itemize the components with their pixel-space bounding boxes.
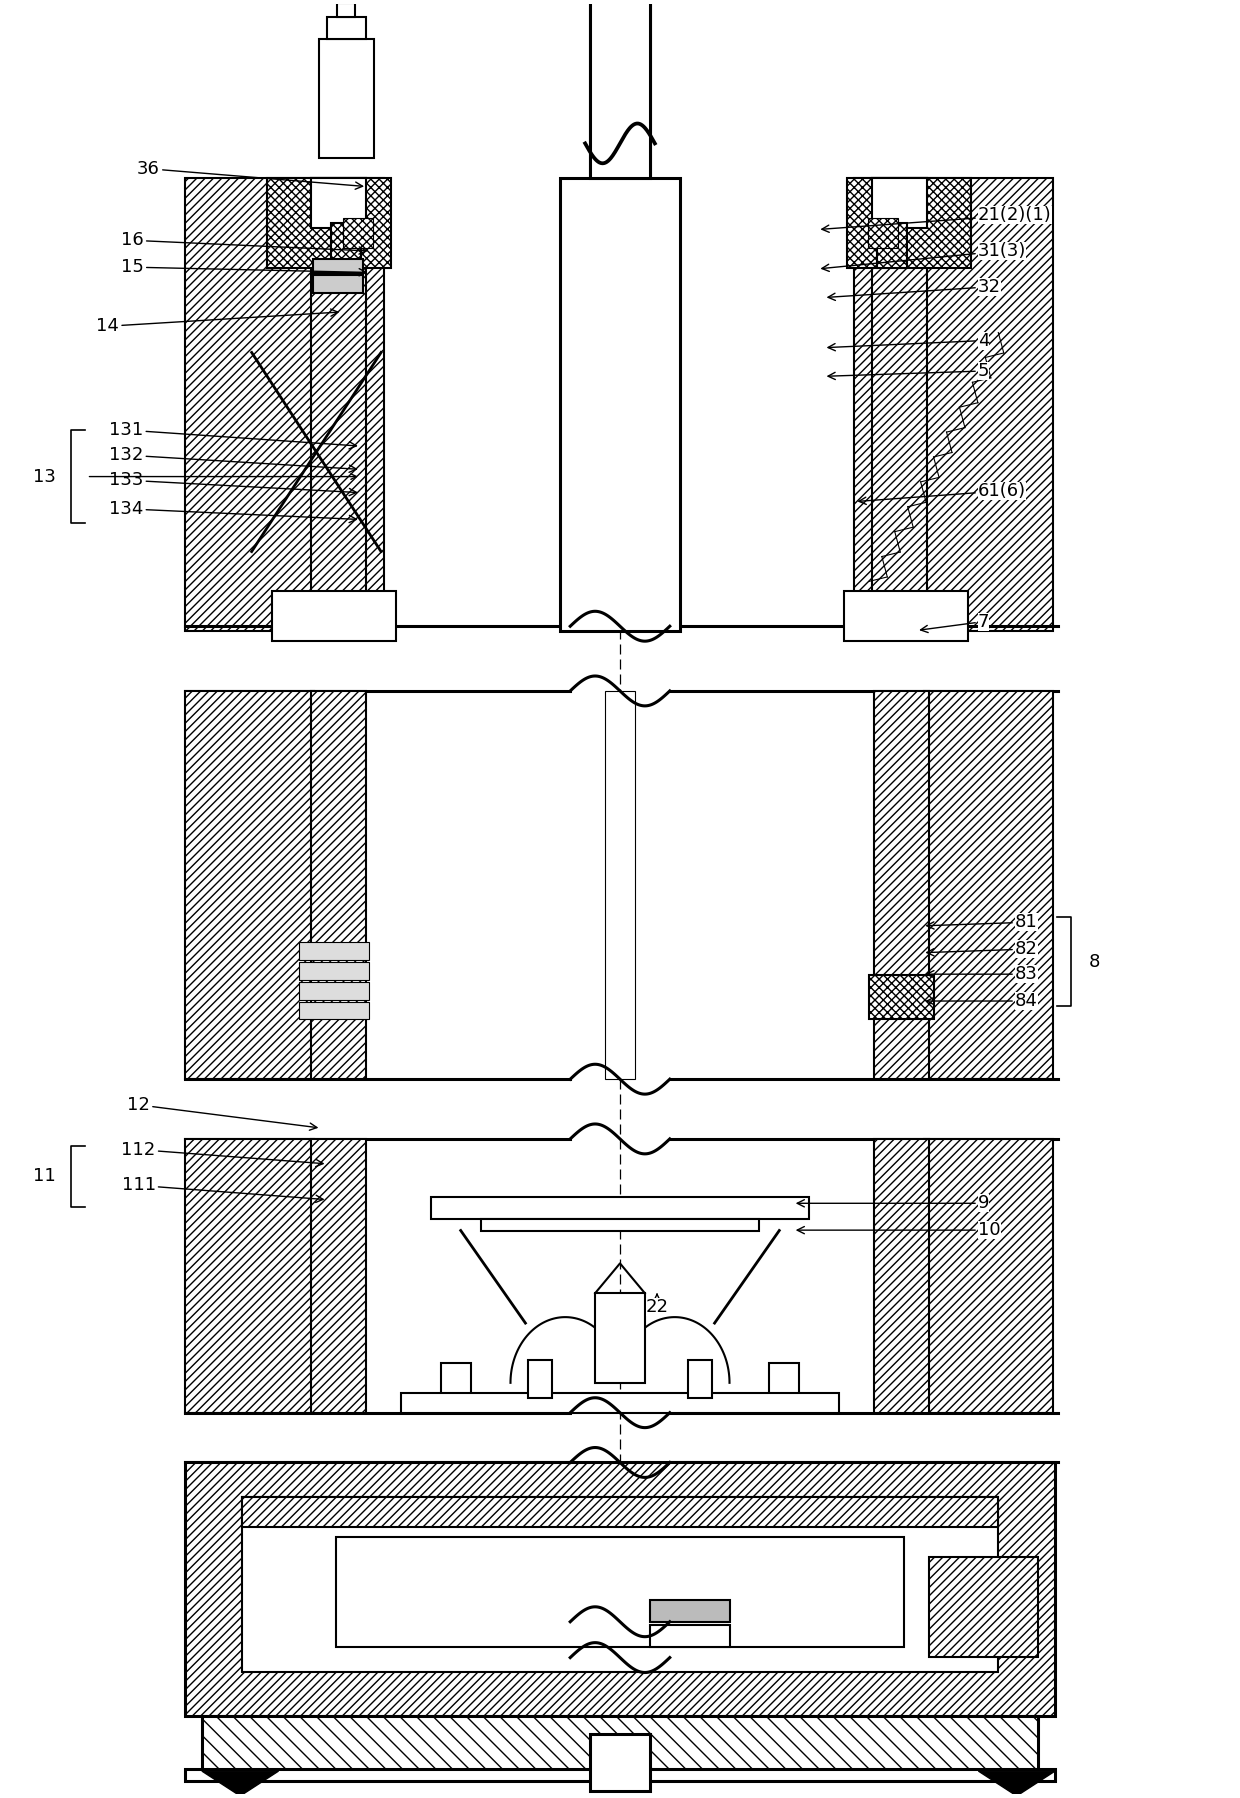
Bar [337,4,355,16]
Bar [528,1359,552,1397]
Bar [872,178,926,228]
Polygon shape [978,1771,1055,1796]
Bar [185,690,315,1079]
Bar [267,178,391,268]
Bar [868,218,898,248]
Text: 9: 9 [797,1194,990,1212]
Bar [650,1600,729,1622]
Bar [929,1557,1038,1656]
Bar [590,1735,650,1791]
Bar [924,1138,1053,1413]
Text: 61(6): 61(6) [859,482,1027,505]
Text: 11: 11 [33,1167,56,1185]
Bar [560,178,680,631]
Text: 10: 10 [797,1221,1001,1239]
Text: 36: 36 [136,160,362,189]
Text: 132: 132 [109,446,356,473]
Bar [314,259,363,273]
Bar [595,1293,645,1383]
Text: 31(3): 31(3) [822,243,1027,271]
Text: 14: 14 [97,309,339,334]
Text: 4: 4 [828,331,990,351]
Bar [242,1498,998,1527]
Bar [343,218,373,248]
Text: 131: 131 [109,421,356,450]
Bar [311,1138,366,1413]
Text: 13: 13 [33,467,56,485]
Bar [847,178,971,268]
Text: 133: 133 [109,471,356,496]
Bar [299,942,370,960]
Text: 81: 81 [926,913,1038,931]
Bar [688,1359,712,1397]
Bar [272,592,396,642]
Bar [311,690,366,1079]
Bar [877,223,906,268]
Bar [185,1462,1055,1717]
Bar [869,975,934,1019]
Bar [650,1625,729,1647]
Text: 22: 22 [646,1295,668,1316]
Text: 16: 16 [122,232,366,254]
Bar [440,1363,471,1397]
Bar [874,1138,929,1413]
Bar [590,2,650,182]
Bar [320,40,374,158]
Bar [299,962,370,980]
Text: 7: 7 [920,613,990,633]
Bar [327,16,366,40]
Bar [331,223,361,268]
Text: 134: 134 [109,500,356,523]
Bar [844,592,968,642]
Bar [185,178,384,631]
Text: 84: 84 [926,992,1038,1010]
Text: 15: 15 [122,259,366,277]
Text: 82: 82 [926,940,1038,958]
Bar [481,1219,759,1230]
Bar [401,1393,839,1413]
Bar [924,690,1053,1079]
Bar [590,0,650,178]
Text: 83: 83 [926,966,1038,984]
Bar [299,1001,370,1019]
Text: 8: 8 [1089,953,1100,971]
Bar [185,1138,315,1413]
Text: 111: 111 [122,1176,324,1203]
Text: 21(2)(1): 21(2)(1) [822,207,1052,232]
Bar [299,982,370,1000]
Polygon shape [202,1771,279,1796]
Bar [314,275,363,293]
Text: 12: 12 [128,1095,317,1131]
Bar [872,178,926,631]
Bar [311,178,366,228]
Bar [430,1197,810,1219]
Bar [854,178,1053,631]
Text: 112: 112 [122,1140,324,1167]
Bar [874,690,929,1079]
Bar [202,1717,1038,1771]
Text: 5: 5 [828,361,990,379]
Bar [769,1363,800,1397]
Bar [336,1537,904,1647]
Bar [311,178,366,631]
Bar [605,690,635,1079]
Text: 32: 32 [828,279,1001,300]
Bar [242,1498,998,1672]
Bar [185,1769,1055,1782]
